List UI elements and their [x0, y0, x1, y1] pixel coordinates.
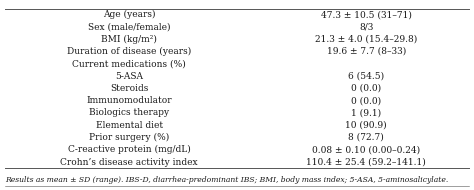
- Text: Steroids: Steroids: [110, 84, 148, 93]
- Text: BMI (kg/m²): BMI (kg/m²): [101, 35, 157, 44]
- Text: 19.6 ± 7.7 (8–33): 19.6 ± 7.7 (8–33): [327, 47, 406, 56]
- Text: Results as mean ± SD (range). IBS-D, diarrhea-predominant IBS; BMI, body mass in: Results as mean ± SD (range). IBS-D, dia…: [5, 176, 448, 184]
- Text: 110.4 ± 25.4 (59.2–141.1): 110.4 ± 25.4 (59.2–141.1): [306, 158, 426, 166]
- Text: Sex (male/female): Sex (male/female): [88, 22, 171, 32]
- Text: 1 (9.1): 1 (9.1): [351, 108, 381, 117]
- Text: Current medications (%): Current medications (%): [73, 59, 186, 68]
- Text: Crohn’s disease activity index: Crohn’s disease activity index: [60, 158, 198, 166]
- Text: 0.08 ± 0.10 (0.00–0.24): 0.08 ± 0.10 (0.00–0.24): [312, 145, 420, 154]
- Text: 5-ASA: 5-ASA: [115, 72, 143, 81]
- Text: 0 (0.0): 0 (0.0): [351, 84, 381, 93]
- Text: 10 (90.9): 10 (90.9): [346, 121, 387, 130]
- Text: Biologics therapy: Biologics therapy: [89, 108, 169, 117]
- Text: Duration of disease (years): Duration of disease (years): [67, 47, 191, 56]
- Text: 21.3 ± 4.0 (15.4–29.8): 21.3 ± 4.0 (15.4–29.8): [315, 35, 417, 44]
- Text: Elemental diet: Elemental diet: [96, 121, 163, 130]
- Text: 6 (54.5): 6 (54.5): [348, 72, 384, 81]
- Text: 8 (72.7): 8 (72.7): [348, 133, 384, 142]
- Text: 47.3 ± 10.5 (31–71): 47.3 ± 10.5 (31–71): [321, 10, 411, 19]
- Text: 8/3: 8/3: [359, 22, 374, 32]
- Text: Age (years): Age (years): [103, 10, 155, 19]
- Text: C-reactive protein (mg/dL): C-reactive protein (mg/dL): [68, 145, 191, 154]
- Text: 0 (0.0): 0 (0.0): [351, 96, 381, 105]
- Text: Prior surgery (%): Prior surgery (%): [89, 133, 169, 142]
- Text: Immunomodulator: Immunomodulator: [86, 96, 172, 105]
